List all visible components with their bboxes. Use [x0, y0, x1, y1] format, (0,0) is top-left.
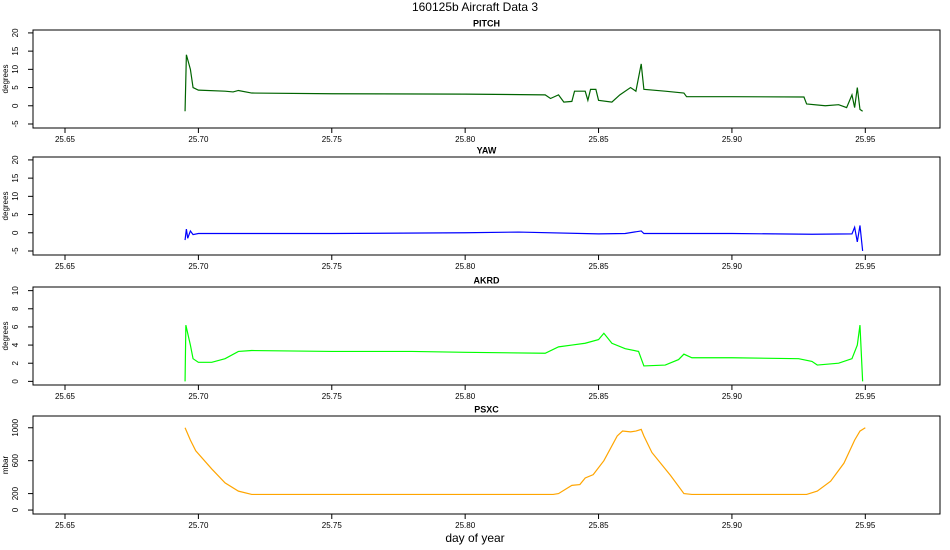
y-tick-label: 10 [11, 191, 20, 200]
panel-title: PITCH [473, 18, 500, 28]
x-tick-label: 25.90 [722, 521, 743, 530]
x-tick-label: 25.85 [589, 135, 610, 144]
y-tick-label: 600 [11, 453, 20, 467]
x-axis-label: day of year [445, 531, 504, 545]
y-tick-label: -5 [11, 120, 20, 128]
y-tick-label: 0 [11, 103, 20, 108]
x-tick-label: 25.90 [722, 262, 743, 271]
data-line [184, 54, 863, 112]
x-tick-label: 25.80 [455, 521, 476, 530]
y-axis-label: degrees [1, 65, 10, 94]
x-tick-label: 25.75 [322, 392, 343, 401]
y-tick-label: -5 [11, 247, 20, 255]
x-tick-label: 25.80 [455, 262, 476, 271]
x-tick-label: 25.95 [855, 262, 876, 271]
plot-frame [32, 286, 941, 386]
y-tick-label: 4 [11, 342, 20, 347]
y-axis-label: degrees [1, 192, 10, 221]
panel-title: AKRD [474, 275, 500, 285]
y-tick-label: 2 [11, 360, 20, 365]
x-tick-label: 25.90 [722, 392, 743, 401]
page-title: 160125b Aircraft Data 3 [412, 0, 538, 14]
y-tick-label: 10 [11, 64, 20, 73]
y-tick-label: 1000 [11, 418, 20, 436]
x-tick-label: 25.75 [322, 135, 343, 144]
y-tick-label: 15 [11, 173, 20, 182]
y-tick-label: 15 [11, 46, 20, 55]
y-axis-label: degrees [1, 322, 10, 351]
y-tick-label: 10 [11, 286, 20, 295]
x-tick-label: 25.95 [855, 135, 876, 144]
x-tick-label: 25.70 [188, 262, 209, 271]
x-tick-label: 25.75 [322, 521, 343, 530]
y-tick-label: 5 [11, 85, 20, 90]
panel-title: YAW [477, 145, 497, 155]
data-line [184, 427, 866, 496]
y-tick-label: 200 [11, 486, 20, 500]
x-tick-label: 25.70 [188, 392, 209, 401]
y-axis-label: mbar [1, 456, 10, 475]
y-tick-label: 6 [11, 324, 20, 329]
data-line [184, 225, 864, 252]
y-tick-label: 0 [11, 507, 20, 512]
x-tick-label: 25.65 [55, 135, 76, 144]
x-tick-label: 25.95 [855, 521, 876, 530]
plot-frame [32, 415, 941, 515]
panel-title: PSXC [474, 404, 499, 414]
y-tick-label: 0 [11, 379, 20, 384]
x-tick-label: 25.85 [589, 262, 610, 271]
plot-frame [32, 29, 941, 129]
x-tick-label: 25.75 [322, 262, 343, 271]
y-tick-label: 20 [11, 28, 20, 37]
x-tick-label: 25.95 [855, 392, 876, 401]
x-tick-label: 25.85 [589, 521, 610, 530]
x-tick-label: 25.80 [455, 392, 476, 401]
x-tick-label: 25.85 [589, 392, 610, 401]
x-tick-label: 25.65 [55, 262, 76, 271]
x-tick-label: 25.65 [55, 392, 76, 401]
x-tick-label: 25.70 [188, 135, 209, 144]
y-tick-label: 20 [11, 155, 20, 164]
y-tick-label: 0 [11, 230, 20, 235]
x-tick-label: 25.80 [455, 135, 476, 144]
y-tick-label: 8 [11, 306, 20, 311]
plot-frame [32, 156, 941, 256]
x-tick-label: 25.65 [55, 521, 76, 530]
x-tick-label: 25.90 [722, 135, 743, 144]
x-tick-label: 25.70 [188, 521, 209, 530]
y-tick-label: 5 [11, 212, 20, 217]
data-line [184, 324, 864, 382]
